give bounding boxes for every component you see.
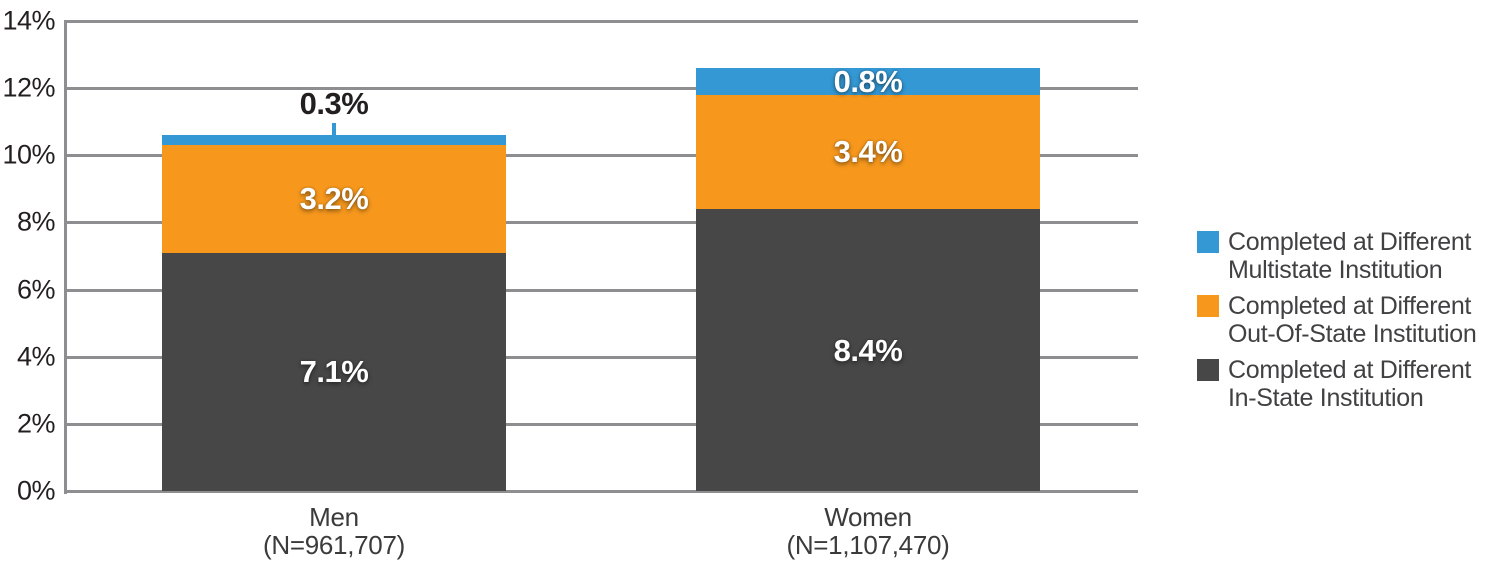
segment-multistate-men bbox=[162, 135, 506, 146]
y-tick-label: 10% bbox=[2, 139, 55, 170]
legend-label-line: Completed at Different bbox=[1228, 292, 1472, 320]
category-label-women: Women (N=1,107,470) bbox=[668, 503, 1068, 559]
gridline-14% bbox=[65, 20, 1138, 23]
legend-swatch-out-of-state bbox=[1197, 295, 1219, 317]
category-name: Men bbox=[309, 502, 359, 532]
value-label-multistate-men: 0.3% bbox=[299, 86, 369, 122]
legend-swatch-in-state bbox=[1197, 359, 1219, 381]
legend-label-line: In-State Institution bbox=[1228, 384, 1424, 412]
value-label-in-state-men: 7.1% bbox=[299, 354, 369, 390]
value-label-in-state-women: 8.4% bbox=[833, 332, 903, 368]
legend-label-line: Completed at Different bbox=[1228, 228, 1472, 256]
category-label-men: Men (N=961,707) bbox=[134, 503, 534, 559]
gridline-10% bbox=[65, 154, 1138, 158]
y-tick-label: 4% bbox=[16, 341, 56, 372]
legend-label-out-of-state: Completed at Different Out-Of-State Insti… bbox=[1228, 292, 1477, 348]
gridline-0% bbox=[65, 490, 1138, 493]
gridline-8% bbox=[65, 221, 1138, 225]
y-tick-label: 12% bbox=[2, 72, 55, 103]
category-n-count: (N=961,707) bbox=[263, 530, 405, 560]
segment-in-state-men: 7.1% bbox=[162, 252, 506, 491]
category-name: Women bbox=[824, 502, 912, 532]
segment-out-of-state-women: 3.4% bbox=[696, 94, 1040, 209]
gridline-12% bbox=[65, 87, 1138, 91]
value-label-multistate-women: 0.8% bbox=[833, 63, 903, 99]
value-label-out-of-state-women: 3.4% bbox=[833, 134, 903, 170]
segment-in-state-women: 8.4% bbox=[696, 209, 1040, 491]
y-tick-label: 0% bbox=[16, 475, 56, 506]
legend-item-out-of-state: Completed at Different Out-Of-State Insti… bbox=[1197, 292, 1477, 348]
legend-item-multistate: Completed at Different Multistate Institu… bbox=[1197, 228, 1476, 284]
legend-item-in-state: Completed at Different In-State Instituti… bbox=[1197, 356, 1476, 412]
legend-label-line: Completed at Different bbox=[1228, 356, 1472, 384]
category-n-count: (N=1,107,470) bbox=[786, 530, 950, 560]
y-tick-label: 8% bbox=[16, 206, 56, 237]
legend-label-in-state: Completed at Different In-State Instituti… bbox=[1228, 356, 1471, 412]
legend-label-line: Multistate Institution bbox=[1228, 256, 1443, 284]
gridline-4% bbox=[65, 355, 1138, 359]
legend-label-line: Out-Of-State Institution bbox=[1228, 320, 1477, 348]
legend-label-multistate: Completed at Different Multistate Institu… bbox=[1228, 228, 1471, 284]
y-axis-line bbox=[64, 20, 67, 494]
value-label-out-of-state-men: 3.2% bbox=[299, 181, 369, 217]
gridline-6% bbox=[65, 288, 1138, 292]
y-tick-label: 14% bbox=[2, 5, 55, 36]
callout-tick-multistate-men bbox=[332, 123, 336, 137]
segment-multistate-women: 0.8% bbox=[696, 63, 1040, 99]
segment-out-of-state-men: 3.2% bbox=[162, 145, 506, 253]
chart-legend: Completed at Different Multistate Institu… bbox=[1197, 228, 1477, 420]
gridline-2% bbox=[65, 422, 1138, 426]
y-tick-label: 2% bbox=[16, 408, 56, 439]
legend-swatch-multistate bbox=[1197, 231, 1219, 253]
y-tick-label: 6% bbox=[16, 274, 56, 305]
